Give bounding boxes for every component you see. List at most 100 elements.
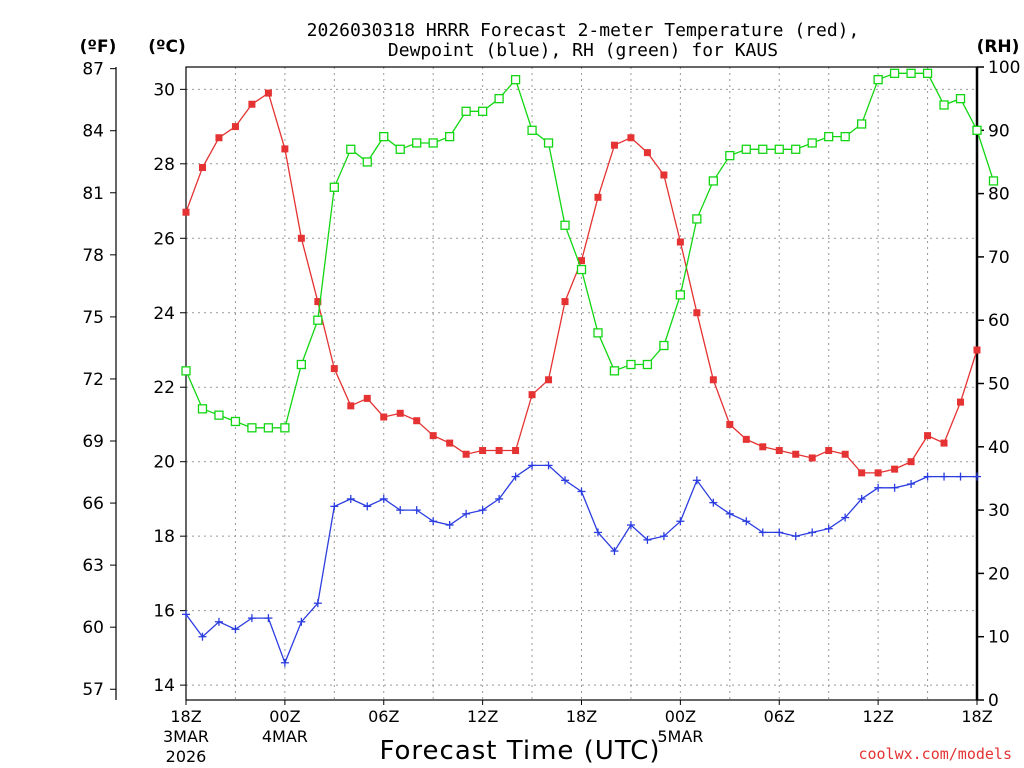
fahrenheit-tick-label: 84 [82,122,104,142]
rh-point [412,138,422,148]
2-meter-temperature-point [808,454,816,462]
dewpoint-point [874,483,883,492]
grid-lines [186,67,977,700]
2-meter-temperature-point [330,365,338,373]
rh-point [560,220,570,230]
rh-point [346,144,356,154]
rh-point [445,131,455,142]
time-tick-label: 00Z [665,707,696,726]
dewpoint-point [808,528,817,537]
rh-point [824,131,834,142]
2-meter-temperature-point [462,450,470,458]
rh-point [280,423,290,433]
2-meter-temperature-point [709,376,717,384]
rh-point [527,125,537,135]
fahrenheit-tick-label: 75 [82,308,104,328]
rh-point [609,366,620,376]
celsius-axis: 14 16 18 20 22 24 26 28 30 [153,80,186,696]
dewpoint-point [264,614,273,623]
dewpoint-point [890,483,899,492]
2-meter-temperature-point [924,432,932,440]
dewpoint-point [231,625,240,634]
dewpoint-point [330,502,339,511]
dewpoint-point [956,472,965,481]
2-meter-temperature-point [792,450,800,458]
2-meter-temperature-point [973,346,981,354]
rh-point [774,144,784,154]
2-meter-temperature-point [413,417,421,425]
fahrenheit-tick-label: 63 [82,556,104,576]
unit-label-fahrenheit: (ºF) [80,37,117,57]
watermark: coolwx.com/models [858,745,1012,763]
2-meter-temperature-point [314,298,322,306]
dewpoint-point [297,617,306,626]
dewpoint-point [379,494,388,503]
time-tick-label: 06Z [764,707,795,726]
rh-tick-label: 50 [988,375,1010,395]
2-meter-temperature-point [907,458,915,466]
fahrenheit-axis: 57 60 63 66 69 72 75 78 81 84 87 [82,60,116,700]
rh-point [889,68,900,78]
rh-tick-label: 40 [988,438,1010,458]
rh-point [807,138,817,148]
rh-point [543,138,554,148]
2-meter-temperature-point [841,450,849,458]
rh-point [642,359,653,370]
x-axis-label: Forecast Time (UTC) [379,736,660,766]
dewpoint-point [940,472,949,481]
rh-tick-label: 20 [988,564,1010,584]
dewpoint-point [247,614,256,623]
2-meter-temperature-point [693,309,701,317]
2-meter-temperature-point [594,193,602,201]
rh-point [906,68,916,78]
dewpoint-point [692,476,701,485]
chart-title-line2: Dewpoint (blue), RH (green) for KAUS [388,40,778,61]
rh-point [477,106,488,116]
2-meter-temperature-point [610,141,618,149]
dewpoint-point [857,494,866,503]
dewpoint-point [577,487,586,496]
fahrenheit-tick-label: 66 [82,494,104,514]
2-meter-temperature-point [957,398,965,406]
dewpoint-point [198,632,207,641]
2-meter-temperature-point [380,413,388,421]
2-meter-temperature-point [264,89,272,97]
fahrenheit-tick-label: 69 [82,432,104,452]
2-meter-temperature-series [182,89,981,477]
rh-point [230,416,241,427]
2-meter-temperature-point [578,257,585,265]
rh-point [708,176,718,186]
rh-point [247,423,257,433]
dewpoint-point [610,547,619,556]
dewpoint-point [429,517,438,526]
2-meter-temperature-point [347,402,355,410]
dewpoint-point [791,532,800,541]
rh-point [181,366,191,376]
rh-tick-label: 30 [988,501,1010,521]
rh-tick-label: 60 [988,311,1010,331]
rh-point [395,144,405,154]
rh-point [428,138,438,148]
rh-tick-label: 70 [988,248,1010,268]
dewpoint-point [561,476,570,485]
2-meter-temperature-point [940,439,948,447]
time-tick-date: 5MAR [657,727,703,746]
celsius-tick-label: 16 [153,602,175,622]
celsius-tick-label: 30 [153,80,175,100]
2-meter-temperature-point [891,465,899,473]
rh-point [214,410,224,420]
dewpoint-point [313,599,322,608]
rh-point [296,359,307,370]
dewpoint-point [973,472,981,481]
2-meter-temperature-point [742,435,750,443]
rh-point [939,100,949,110]
dewpoint-point [725,509,734,518]
2-meter-temperature-point [545,376,553,384]
2-meter-temperature-point [396,409,404,417]
2-meter-temperature-point [775,447,783,455]
2-meter-temperature-point [561,298,569,306]
dewpoint-point [346,494,355,503]
2-meter-temperature-point [676,238,684,246]
2-meter-temperature-point [363,394,371,402]
